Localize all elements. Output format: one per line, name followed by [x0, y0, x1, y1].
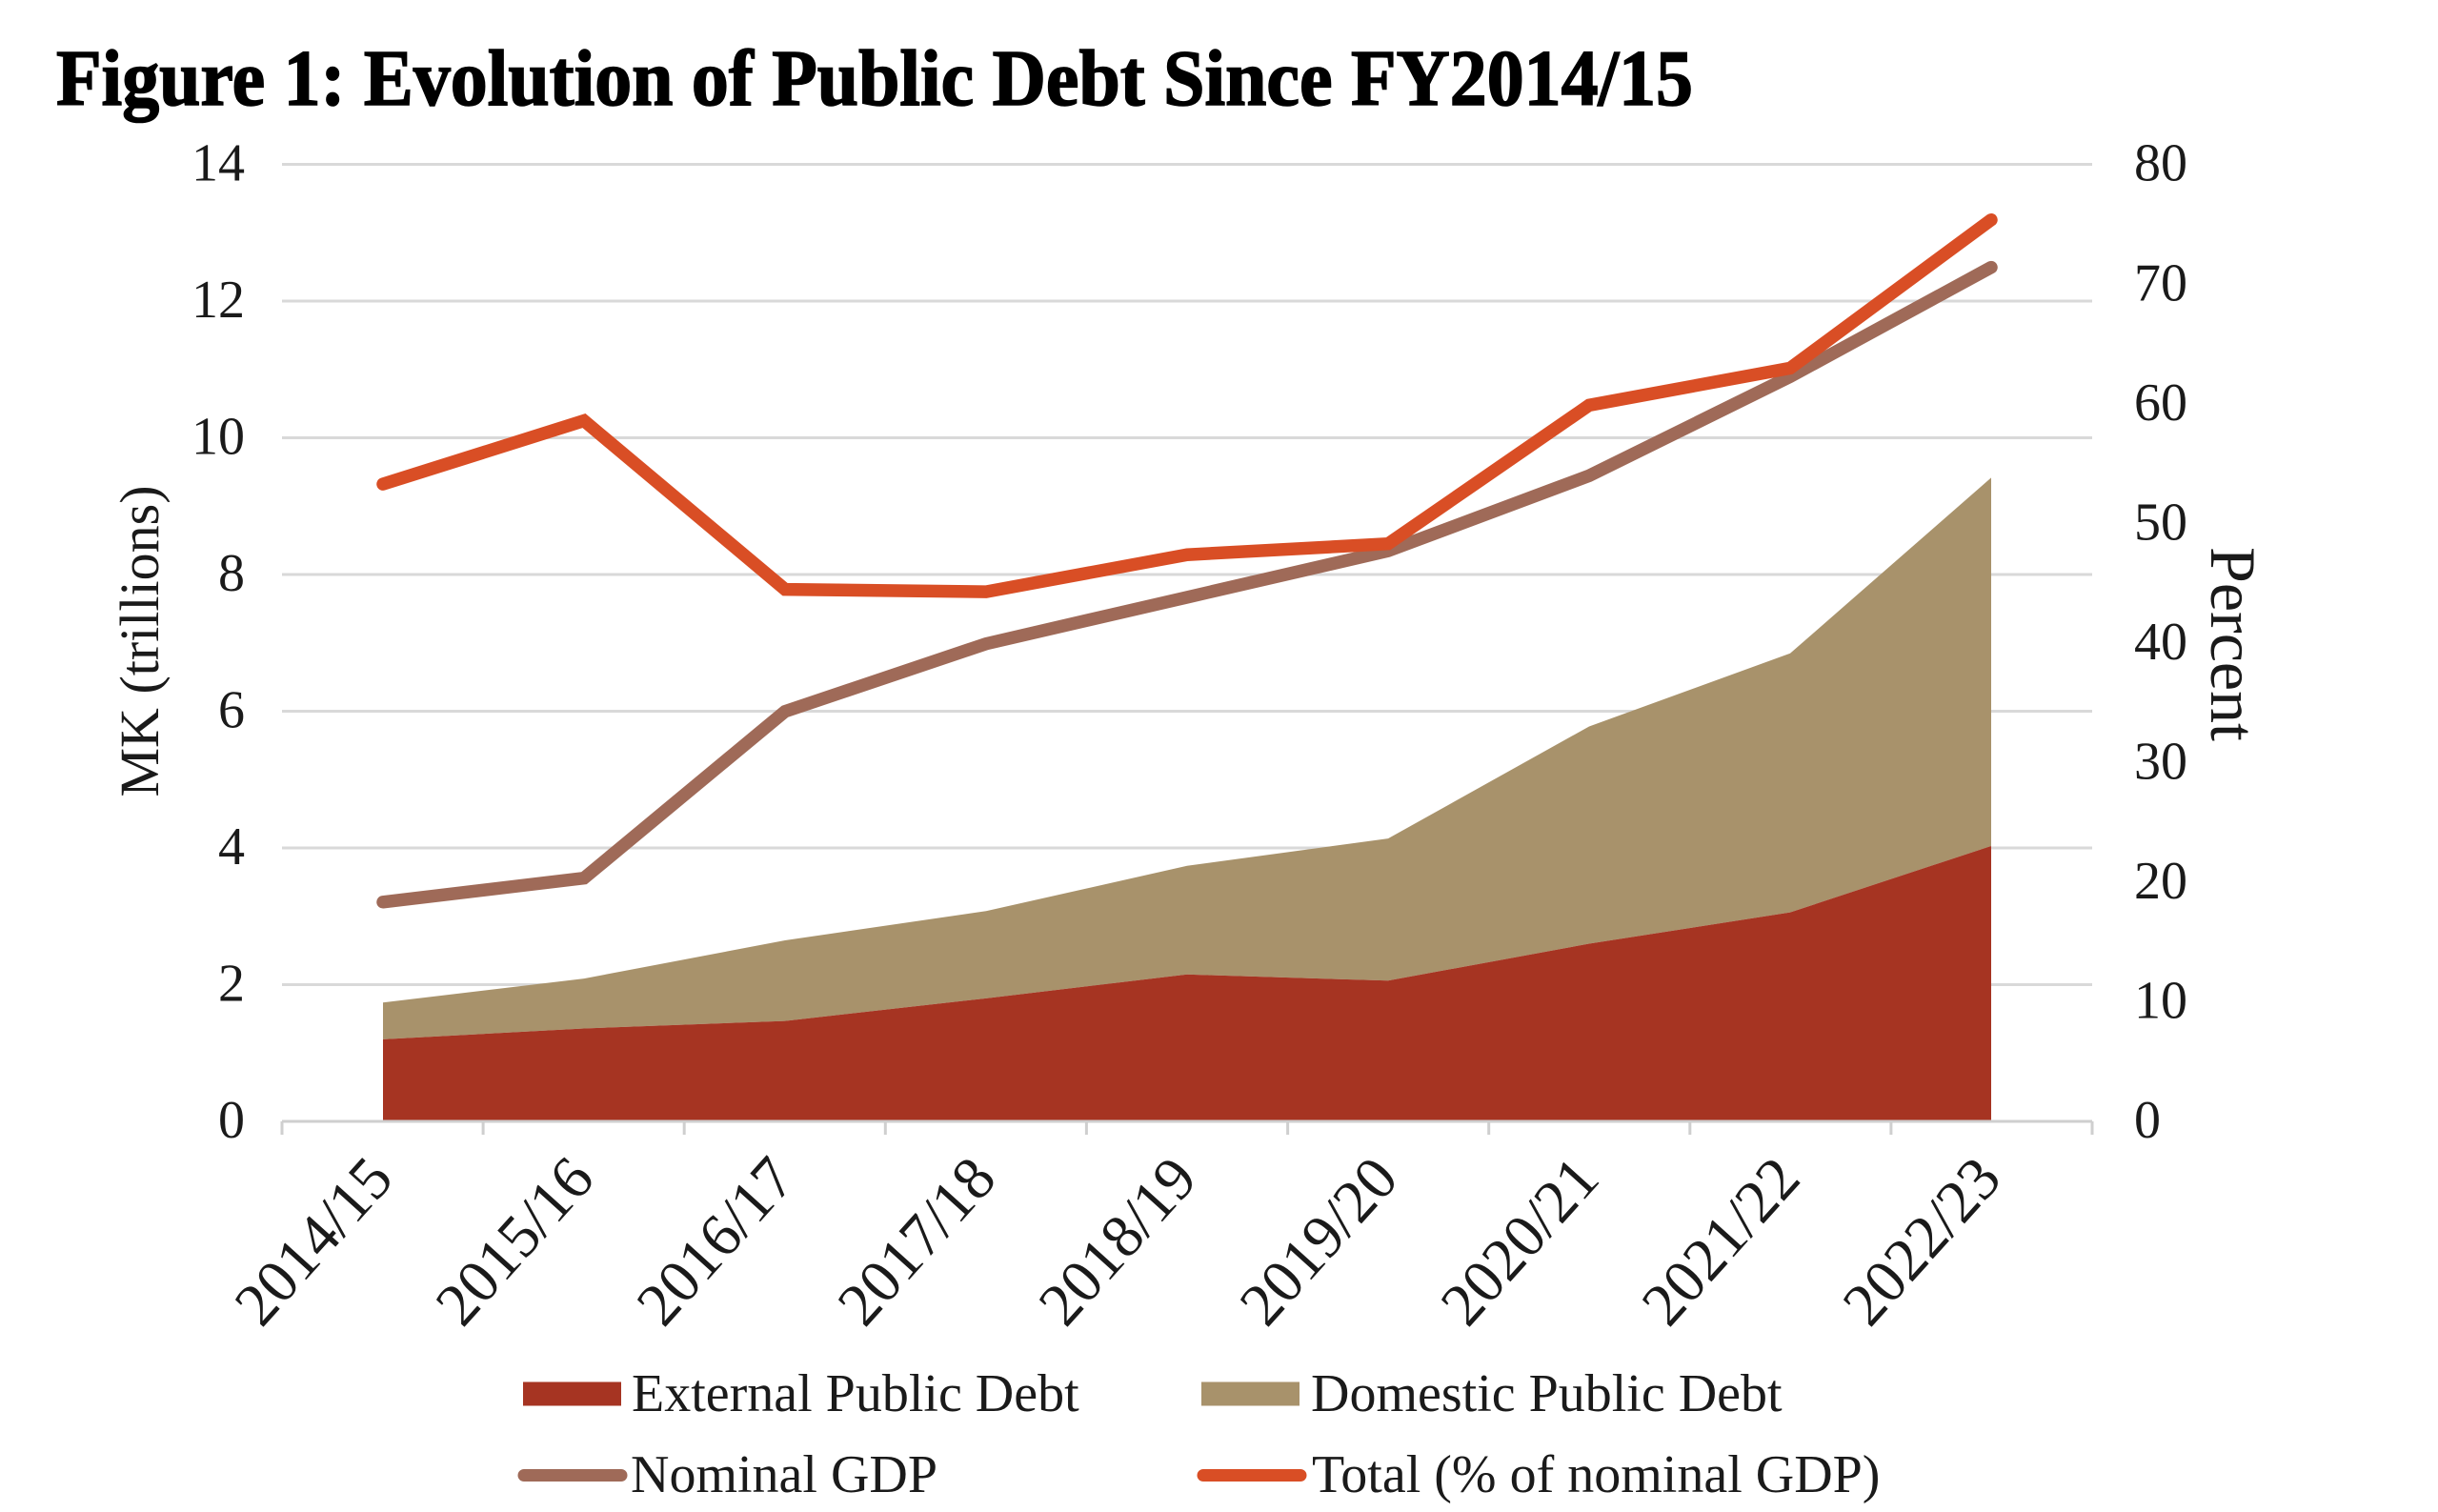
svg-text:80: 80 [2134, 134, 2187, 193]
svg-text:4: 4 [218, 817, 245, 877]
svg-text:Domestic Public Debt: Domestic Public Debt [1311, 1364, 1783, 1423]
svg-text:60: 60 [2134, 373, 2187, 433]
svg-text:0: 0 [2134, 1091, 2161, 1150]
svg-text:Total (% of nominal GDP): Total (% of nominal GDP) [1312, 1445, 1880, 1504]
svg-text:External Public Debt: External Public Debt [632, 1364, 1079, 1423]
svg-text:10: 10 [191, 408, 245, 467]
svg-text:MK (trillions): MK (trillions) [109, 485, 171, 796]
svg-text:0: 0 [218, 1091, 245, 1150]
svg-text:8: 8 [218, 544, 245, 603]
svg-text:Percent: Percent [2197, 547, 2269, 741]
svg-text:12: 12 [191, 271, 245, 330]
svg-text:10: 10 [2134, 972, 2187, 1031]
svg-text:50: 50 [2134, 494, 2187, 553]
svg-text:20: 20 [2134, 852, 2187, 911]
svg-text:70: 70 [2134, 254, 2187, 313]
svg-text:Nominal GDP: Nominal GDP [631, 1445, 937, 1504]
svg-text:14: 14 [191, 134, 245, 193]
svg-text:40: 40 [2134, 613, 2187, 672]
svg-text:6: 6 [218, 681, 245, 740]
svg-text:2: 2 [218, 955, 245, 1014]
svg-text:30: 30 [2134, 733, 2187, 792]
svg-text:Figure 1: Evolution of Public: Figure 1: Evolution of Public Debt Since… [56, 34, 1693, 123]
